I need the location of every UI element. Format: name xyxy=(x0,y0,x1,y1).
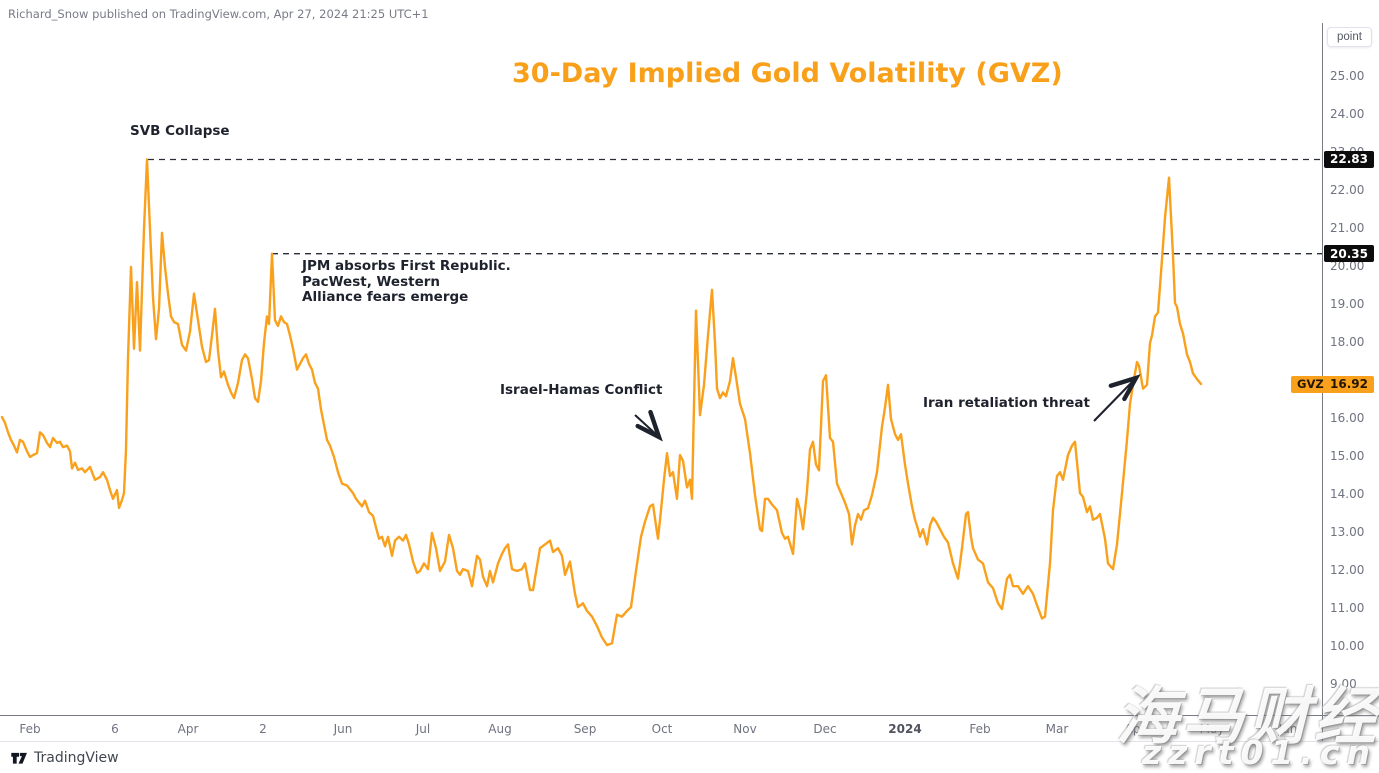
y-axis-tick-label: 13.00 xyxy=(1330,525,1365,539)
x-axis-tick-label: Oct xyxy=(651,722,673,736)
x-axis-tick-label: Feb xyxy=(969,722,991,736)
x-axis-tick-label: Nov xyxy=(733,722,757,736)
x-axis-tick-label: Apr xyxy=(1124,722,1146,736)
last-price-label: 16.92 xyxy=(1324,375,1374,393)
annotation-arrow xyxy=(1093,374,1141,422)
y-axis-tick-label: 21.00 xyxy=(1330,221,1365,235)
x-axis-tick-label: Dec xyxy=(813,722,837,736)
x-axis-tick-label: Sep xyxy=(573,722,597,736)
y-axis-tick-label: 19.00 xyxy=(1330,297,1365,311)
annotation-jpm-line2: PacWest, Western xyxy=(302,273,441,290)
chart-title: 30-Day Implied Gold Volatility (GVZ) xyxy=(512,58,1063,89)
tradingview-logo-icon xyxy=(11,752,27,764)
annotation-jpm-line1: JPM absorbs First Republic. xyxy=(302,258,511,274)
annotation-israel-hamas: Israel-Hamas Conflict xyxy=(500,382,663,398)
y-axis-tick-label: 10.00 xyxy=(1330,639,1365,653)
tradingview-brand-text: TradingView xyxy=(34,750,119,766)
y-axis-tick-label: 25.00 xyxy=(1330,69,1365,83)
y-axis-tick-label: 18.00 xyxy=(1330,335,1365,349)
y-axis-tick-label: 15.00 xyxy=(1330,449,1365,463)
annotation-arrows xyxy=(634,374,1141,442)
x-axis-tick-label: May xyxy=(1199,722,1225,736)
tradingview-brand-link[interactable]: TradingView xyxy=(10,749,119,767)
footer-bar: TradingView xyxy=(0,741,1379,773)
annotation-arrow xyxy=(634,409,663,442)
x-axis-tick-label: Aug xyxy=(488,722,512,736)
x-axis-tick-label: Jun xyxy=(333,722,353,736)
annotation-jpm-first-republic: JPM absorbs First Republic. PacWest, Wes… xyxy=(302,258,511,306)
y-axis-tick-label: 20.00 xyxy=(1330,259,1365,273)
annotation-jpm-line3: Alliance fears emerge xyxy=(302,289,469,305)
y-axis-tick-label: 12.00 xyxy=(1330,563,1365,577)
marked-price-label: 20.35 xyxy=(1324,245,1374,263)
gvz-volatility-line xyxy=(0,158,1203,647)
y-axis-tick-label: 14.00 xyxy=(1330,487,1365,501)
x-axis-tick-label: Mar xyxy=(1045,722,1069,736)
series-symbol-tag: GVZ xyxy=(1291,375,1330,393)
annotation-iran-retaliation: Iran retaliation threat xyxy=(923,395,1090,411)
annotation-svb-collapse: SVB Collapse xyxy=(130,123,230,139)
y-axis-tick-label: 9.00 xyxy=(1330,677,1357,691)
y-axis-tick-label: 24.00 xyxy=(1330,107,1365,121)
x-axis-tick-label: Feb xyxy=(19,722,41,736)
x-axis-tick-label: 6 xyxy=(111,722,119,736)
gvz-line-series xyxy=(0,158,1203,647)
marked-level-lines xyxy=(148,158,1322,255)
x-axis-tick-label: Jun xyxy=(1278,722,1298,736)
y-axis-tick-label: 16.00 xyxy=(1330,411,1365,425)
time-scale-border xyxy=(0,715,1379,716)
marked-price-label: 22.83 xyxy=(1324,150,1374,168)
x-axis-tick-label: Jul xyxy=(415,722,431,736)
y-axis-tick-label: 11.00 xyxy=(1330,601,1365,615)
x-axis-tick-label: Apr xyxy=(177,722,199,736)
price-unit-button[interactable]: point xyxy=(1327,27,1372,47)
y-axis-tick-label: 22.00 xyxy=(1330,183,1365,197)
x-axis-tick-label: 2 xyxy=(259,722,267,736)
published-byline: Richard_Snow published on TradingView.co… xyxy=(8,7,429,21)
x-axis-tick-label: 2024 xyxy=(888,722,922,736)
